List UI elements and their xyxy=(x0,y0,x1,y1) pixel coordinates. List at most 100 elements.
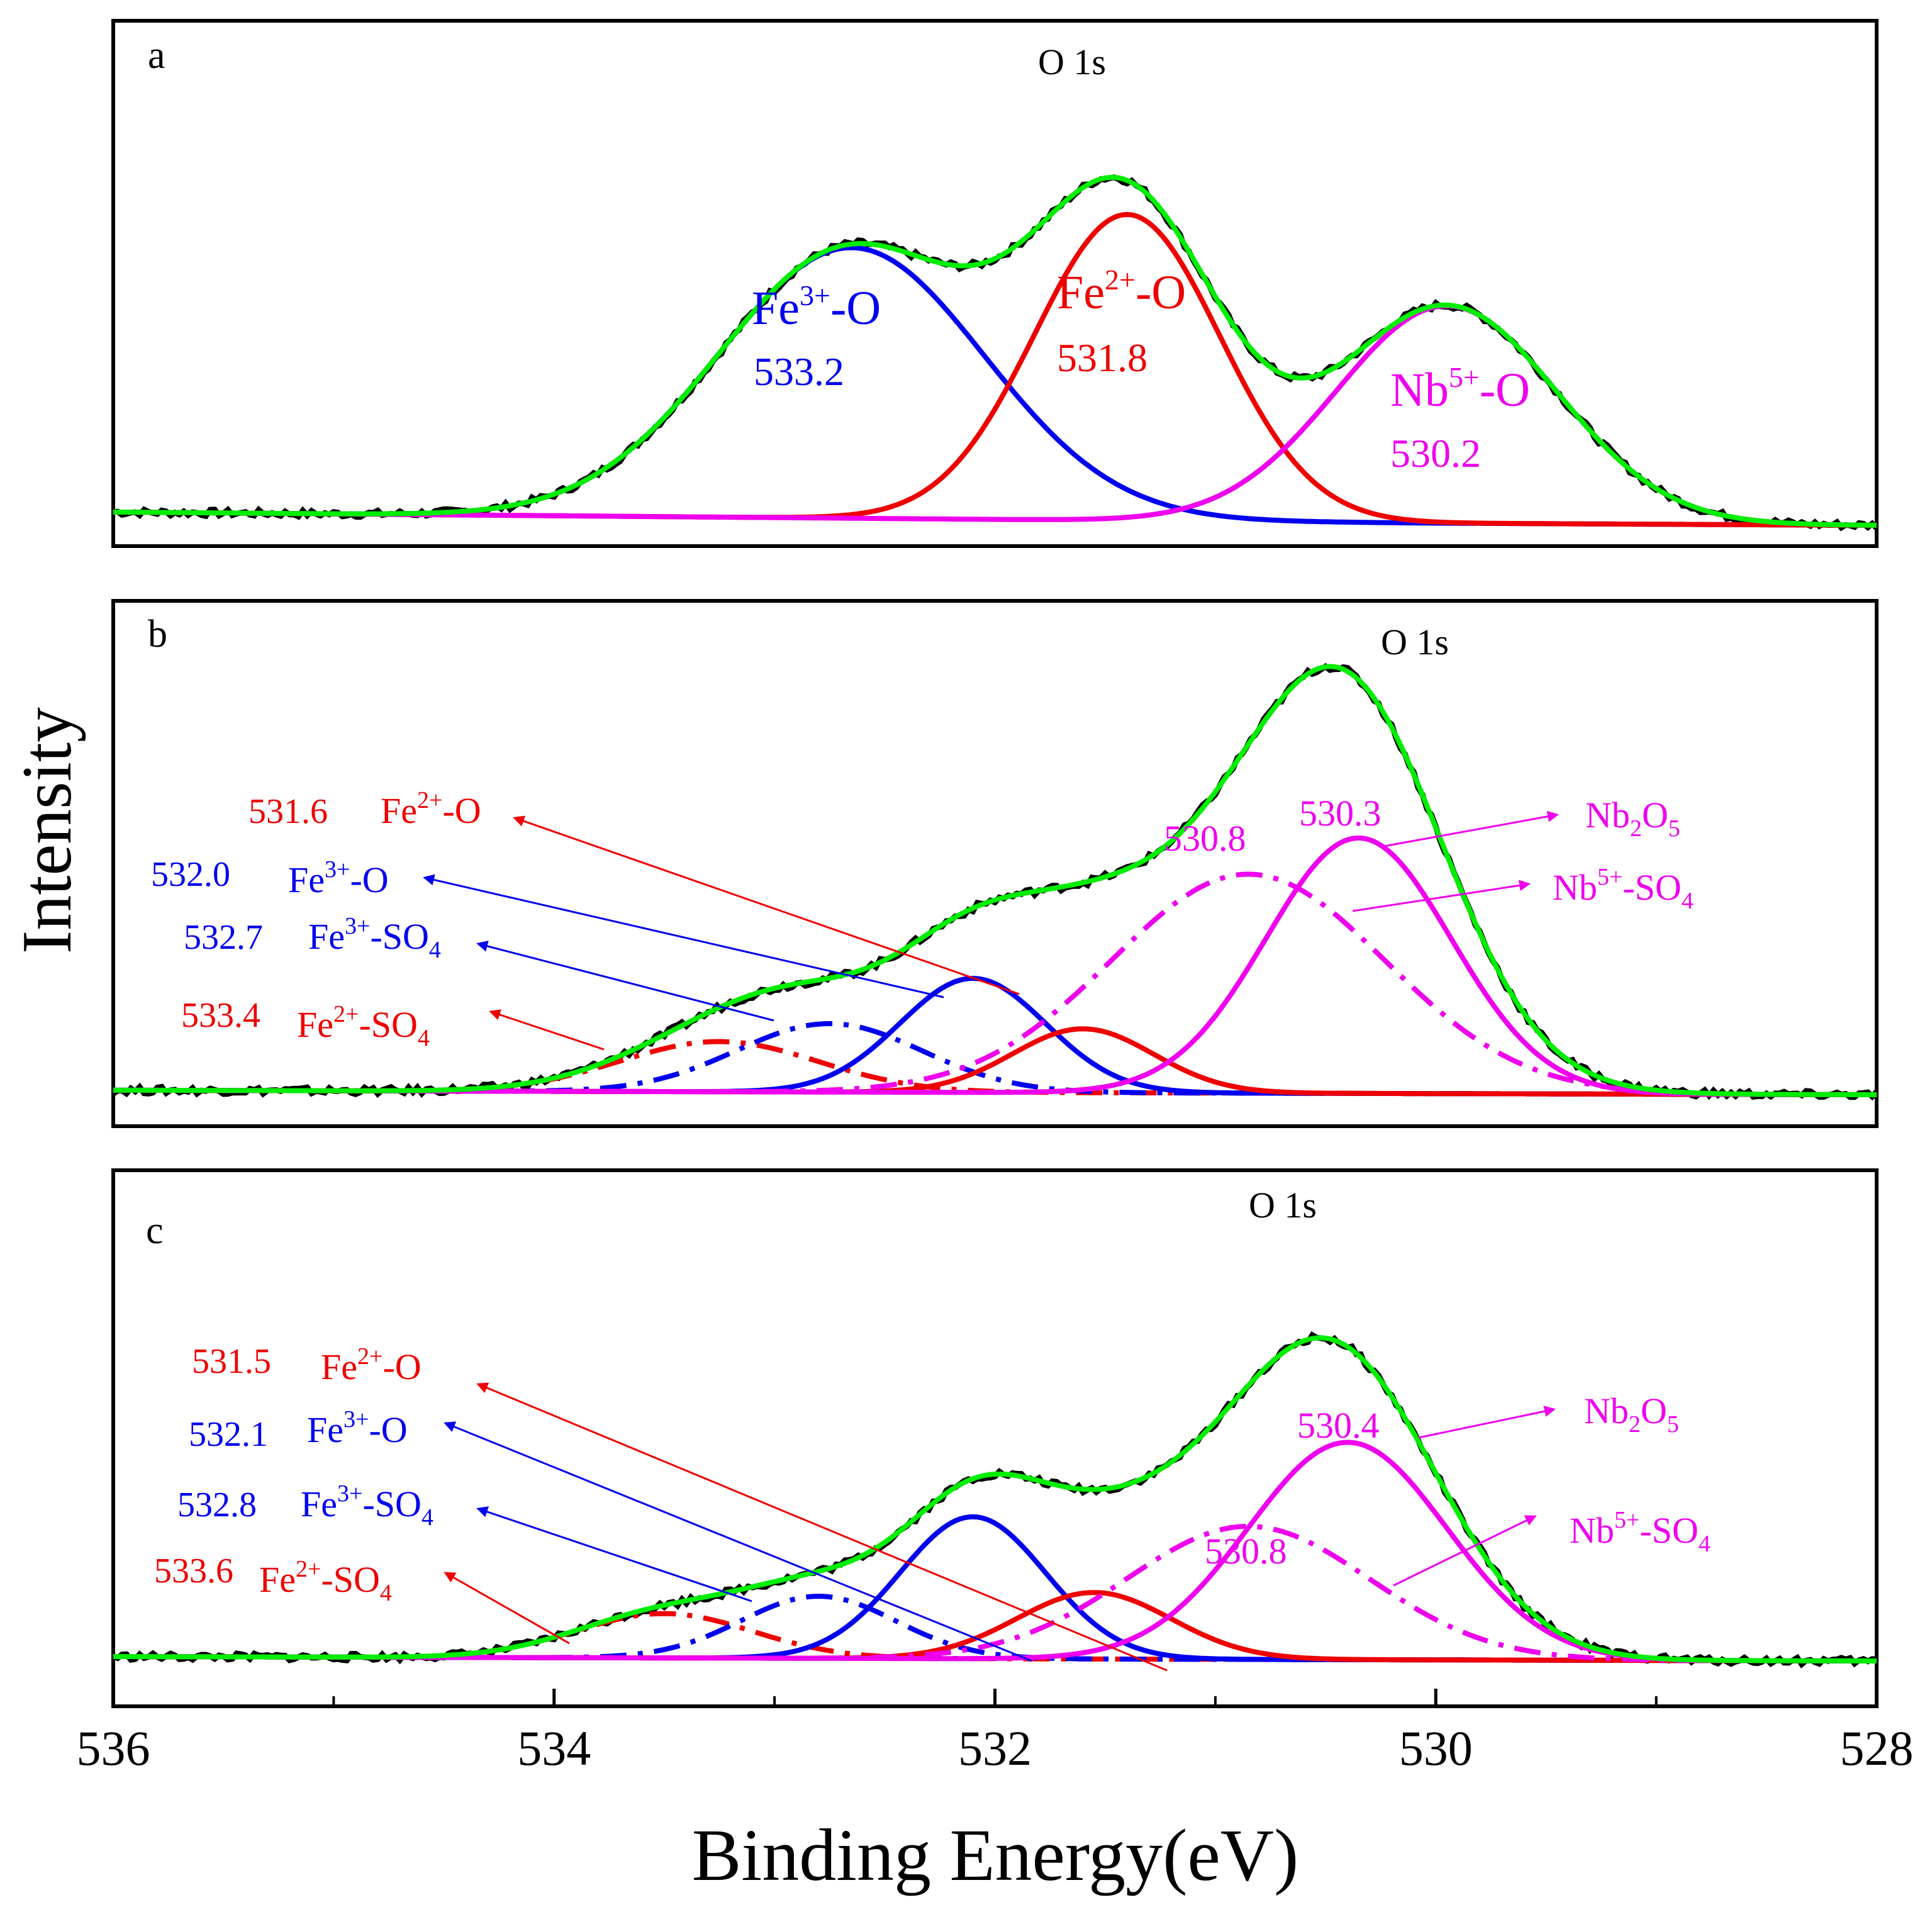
panel-c-arrow-3 xyxy=(476,1506,752,1602)
anno-name: Fe xyxy=(307,1409,343,1450)
panel-c-letter: c xyxy=(146,1209,164,1252)
label-fe3-sup: 3+ xyxy=(800,279,830,311)
x-tick-label: 530 xyxy=(1399,1721,1473,1776)
panel-c-anno-2-value: 532.1 xyxy=(189,1415,268,1454)
nb2o5-part-1: Nb xyxy=(1585,795,1630,836)
panel-b-arrow-1 xyxy=(513,815,1020,995)
anno-sub: 4 xyxy=(422,1504,433,1531)
panel-a-title: O 1s xyxy=(1038,42,1106,82)
panel-c-title: O 1s xyxy=(1249,1185,1317,1226)
panel-c-arrow-2 xyxy=(444,1421,1032,1662)
panel-c-fit-envelope xyxy=(113,1335,1877,1664)
label-fe3-tail: -O xyxy=(830,282,881,335)
nbso4-tail: -SO xyxy=(1639,1510,1698,1551)
panel-c-anno-1-label: Fe2+-O xyxy=(321,1343,422,1387)
curves-layer xyxy=(111,174,1879,1669)
label-nb-name: Nb xyxy=(1390,364,1449,417)
nbso4-tail: -SO xyxy=(1622,867,1681,908)
panel-a-label-nb: Nb5+-O xyxy=(1390,361,1530,417)
panel-c-anno-2-label: Fe3+-O xyxy=(307,1406,408,1450)
panel-c-anno-4-label: Fe2+-SO4 xyxy=(259,1556,392,1606)
anno-name: Fe xyxy=(259,1559,296,1600)
anno-sub: 4 xyxy=(380,1580,392,1606)
panel-b-peak-1: 530.8 xyxy=(1164,818,1246,859)
label-nb-sup: 5+ xyxy=(1449,361,1480,393)
panel-a-fit-envelope xyxy=(113,174,1877,528)
anno-tail: -SO xyxy=(362,1484,421,1524)
anno-sup: 3+ xyxy=(345,913,370,939)
anno-tail: -O xyxy=(382,1346,421,1387)
panel-b-letter: b xyxy=(148,613,167,656)
panel-a-label-fe2: Fe2+-O xyxy=(1057,264,1186,319)
panel-c-annotation-1: 531.5 Fe2+-O xyxy=(192,1342,1168,1672)
panel-a-raw-spectrum xyxy=(113,174,1879,532)
nb2o5-part-4: 5 xyxy=(1668,815,1680,842)
nbso4-sub: 4 xyxy=(1682,888,1694,914)
anno-tail: -SO xyxy=(359,1004,417,1045)
panel-b-anno-3-label: Fe3+-SO4 xyxy=(308,913,441,963)
panel-b-right-arrow-1 xyxy=(1383,810,1559,847)
panel-c-annotation-2: 532.1 Fe3+-O xyxy=(189,1406,1032,1662)
panel-b-annotation-3: 532.7 Fe3+-SO4 xyxy=(184,913,774,1022)
panel-b-annotation-1: 531.6 Fe2+-O xyxy=(248,787,1020,995)
panel-a-value-fe3: 533.2 xyxy=(754,349,844,394)
panel-c-nb-so4: Nb5+-SO4 xyxy=(1570,1507,1711,1557)
panel-c-peak-2: 530.8 xyxy=(1205,1531,1287,1572)
panel-c-right-label-1: Nb2O5 xyxy=(1418,1390,1679,1439)
nb2o5-part-1: Nb xyxy=(1584,1390,1629,1431)
panel-b-nb2o5: Nb2O5 xyxy=(1585,795,1680,842)
label-nb-tail: -O xyxy=(1480,364,1530,417)
panel-b-right-arrow-2 xyxy=(1352,880,1531,912)
y-axis-label: Intensity xyxy=(8,707,86,954)
panel-c-right-arrow-1 xyxy=(1418,1406,1556,1439)
panel-b-nb-so4: Nb5+-SO4 xyxy=(1553,864,1694,914)
x-tick-label: 528 xyxy=(1840,1721,1914,1776)
anno-name: Fe xyxy=(301,1484,337,1524)
panel-b-peak-2: 530.3 xyxy=(1299,793,1382,834)
nbso4-sup: 5+ xyxy=(1597,864,1622,890)
panel-c-annotation-4: 533.6 Fe2+-SO4 xyxy=(154,1552,570,1645)
panel-c-arrow-1 xyxy=(476,1382,1168,1672)
nb2o5-part-3: O xyxy=(1642,795,1668,836)
panel-c-anno-3-label: Fe3+-SO4 xyxy=(301,1480,433,1531)
panel-c-arrow-4 xyxy=(444,1572,570,1645)
nb2o5-part-2: 2 xyxy=(1629,1411,1641,1438)
anno-tail: -O xyxy=(369,1409,407,1450)
x-axis-label: Binding Energy(eV) xyxy=(692,1814,1299,1896)
panel-b-anno-4-label: Fe2+-SO4 xyxy=(297,1001,430,1051)
panel-b-arrow-2 xyxy=(423,874,944,998)
panel-a-value-fe2: 531.8 xyxy=(1057,335,1147,380)
x-tick-label: 534 xyxy=(517,1721,591,1776)
panel-b-anno-2-label: Fe3+-O xyxy=(288,856,389,900)
panel-c-anno-1-value: 531.5 xyxy=(192,1342,271,1381)
anno-sub: 4 xyxy=(429,937,441,963)
anno-sub: 4 xyxy=(418,1025,430,1051)
panel-c-right-arrow-2 xyxy=(1393,1515,1537,1587)
panel-a-value-nb: 530.2 xyxy=(1390,431,1481,476)
x-axis-ticks: 536 534 532 530 528 xyxy=(77,1689,1914,1776)
anno-sup: 3+ xyxy=(337,1480,362,1507)
panel-b-title: O 1s xyxy=(1381,622,1449,663)
anno-sup: 2+ xyxy=(333,1001,359,1027)
panel-b-frame xyxy=(111,599,1879,1128)
anno-tail: -SO xyxy=(321,1559,379,1600)
nbso4-sup: 5+ xyxy=(1614,1507,1639,1533)
panel-a-label-fe3: Fe3+-O xyxy=(752,279,881,335)
panel-c-anno-4-value: 533.6 xyxy=(154,1552,233,1591)
anno-sup: 2+ xyxy=(296,1556,321,1582)
nbso4-name: Nb xyxy=(1553,867,1597,908)
anno-name: Fe xyxy=(321,1346,357,1387)
panel-a-component-1 xyxy=(113,245,1877,528)
anno-tail: -O xyxy=(442,790,481,831)
nbso4-name: Nb xyxy=(1570,1510,1614,1551)
panel-a-letter: a xyxy=(148,34,165,77)
label-fe2-tail: -O xyxy=(1136,266,1186,319)
panel-b-anno-2-value: 532.0 xyxy=(151,855,230,894)
panel-c-annotation-3: 532.8 Fe3+-SO4 xyxy=(177,1480,752,1602)
x-tick-label: 536 xyxy=(77,1721,150,1776)
panel-b-right-label-1: Nb2O5 xyxy=(1383,795,1680,847)
anno-tail: -SO xyxy=(370,916,428,957)
x-tick-label: 532 xyxy=(958,1721,1032,1776)
panel-c-peak-1: 530.4 xyxy=(1297,1405,1380,1446)
